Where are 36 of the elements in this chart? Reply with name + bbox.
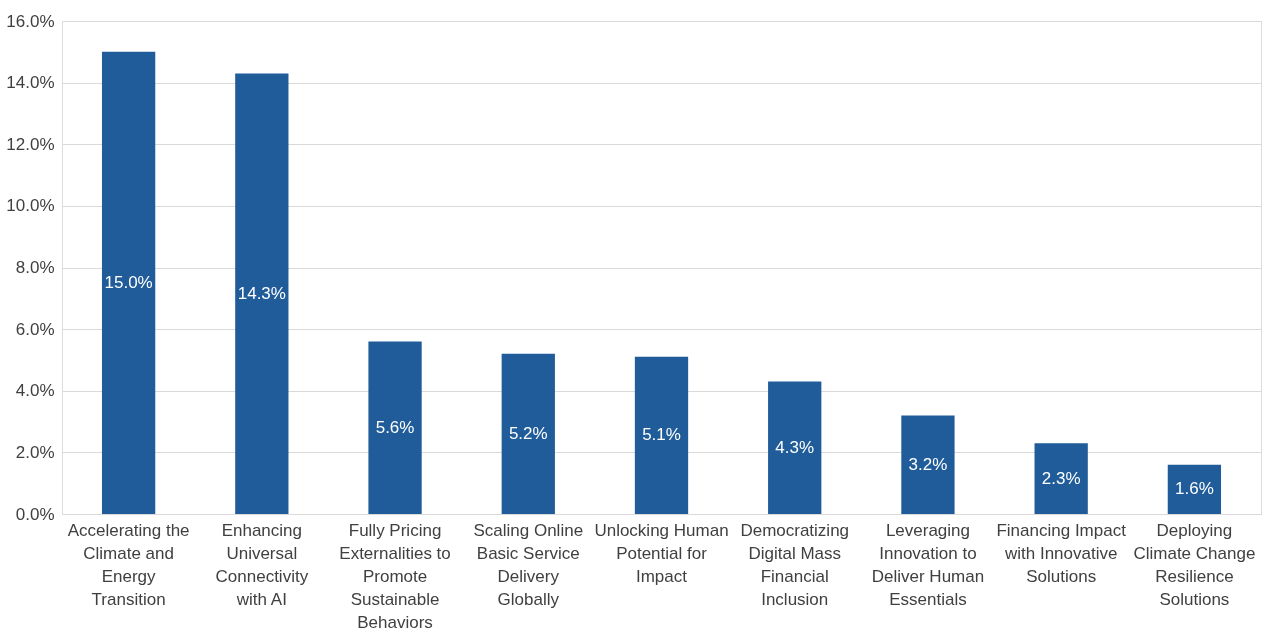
y-tick-label: 10.0%: [6, 196, 55, 216]
bar: [768, 381, 822, 514]
bar: [368, 341, 422, 514]
data-label: 3.2%: [908, 454, 948, 474]
data-label: 14.3%: [237, 283, 286, 303]
x-tick-label: Leveraging Innovation to Deliver Human Essentials: [871, 520, 985, 609]
y-tick-label: 2.0%: [15, 442, 55, 462]
x-tick-label: Deploying Climate Change Resilience Solutions: [1133, 520, 1256, 609]
x-tick-label: Scaling Online Basic Service Delivery Globally: [473, 520, 584, 609]
bar: [1167, 464, 1222, 514]
y-tick-label: 4.0%: [15, 381, 55, 401]
x-tick-label: Financing Impact with Innovative Solutions: [996, 520, 1127, 586]
y-tick-label: 16.0%: [6, 11, 55, 31]
data-label: 1.6%: [1175, 479, 1214, 499]
x-tick-label: Unlocking Human Potential for Impact: [594, 520, 729, 586]
data-label: 5.6%: [375, 417, 415, 437]
y-tick-label: 14.0%: [6, 73, 55, 93]
x-tick-label: Enhancing Universal Connectivity with AI: [215, 520, 309, 609]
x-tick-label: Accelerating the Climate and Energy Transition: [67, 520, 190, 609]
data-label: 4.3%: [775, 437, 815, 457]
bar: [235, 73, 289, 514]
y-tick-label: 12.0%: [6, 134, 55, 154]
x-tick-label: Fully Pricing Externalities to Promote Sustainable Behaviors: [339, 520, 451, 632]
y-tick-label: 8.0%: [15, 258, 55, 277]
y-tick-label: 6.0%: [15, 319, 55, 339]
y-tick-label: 0.0%: [15, 504, 55, 524]
bar: [901, 415, 955, 514]
bar: [1034, 443, 1088, 514]
data-label: 5.2%: [508, 423, 548, 443]
x-tick-label: Democratizing Digital Mass Financial Inclusion: [740, 520, 850, 609]
bar: [101, 51, 156, 514]
bar: [634, 356, 689, 514]
data-label: 15.0%: [104, 272, 153, 292]
bar: [501, 353, 555, 514]
data-label: 2.3%: [1041, 468, 1081, 488]
data-label: 5.1%: [642, 425, 681, 445]
